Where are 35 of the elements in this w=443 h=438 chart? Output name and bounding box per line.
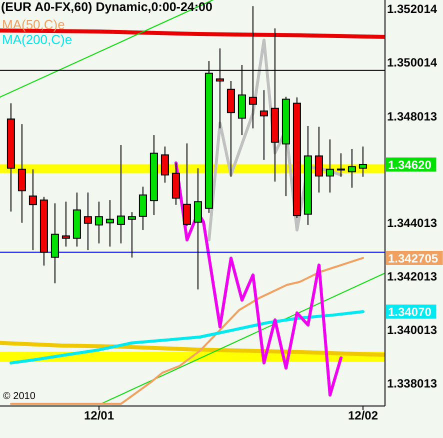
candlestick <box>18 124 26 224</box>
annotation: 1.34620 <box>388 158 432 172</box>
candlestick <box>50 202 59 284</box>
y-tick-label: 1.350014 <box>387 56 438 70</box>
candlestick <box>226 80 235 178</box>
candlestick <box>348 148 356 188</box>
y-tick-label: 1.340013 <box>387 323 438 338</box>
annotation: © 2010 <box>3 391 36 402</box>
candlestick <box>194 168 202 290</box>
candlestick <box>94 201 103 244</box>
y-tick-label: 1.344013 <box>387 216 438 230</box>
y-tick-label: 1.342013 <box>387 270 438 284</box>
candlestick <box>84 192 92 251</box>
candlestick <box>116 144 125 244</box>
candlestick <box>326 138 334 194</box>
candlestick <box>28 168 37 251</box>
candlestick <box>138 186 147 231</box>
candlestick <box>106 200 114 248</box>
candlestick <box>160 146 169 184</box>
candlestick <box>62 201 70 248</box>
candlestick <box>314 126 323 194</box>
y-tick-label: 1.338013 <box>387 376 438 391</box>
text: MA(50,C)e <box>2 17 66 32</box>
candlestick <box>182 142 191 226</box>
y-tick-label: 1.348013 <box>387 109 438 124</box>
candlestick <box>260 90 268 160</box>
annotation: 1.342705 <box>388 251 438 266</box>
candlestick <box>336 152 345 178</box>
candlestick <box>358 146 367 178</box>
x-tick-label: 12/01 <box>84 408 114 423</box>
annotation: 1.34070 <box>388 304 432 319</box>
x-tick-label: 12/02 <box>348 408 378 423</box>
y-tick-label: 1.352014 <box>387 2 438 16</box>
candlestick <box>128 212 136 258</box>
text: MA(200,C)e <box>2 32 72 47</box>
